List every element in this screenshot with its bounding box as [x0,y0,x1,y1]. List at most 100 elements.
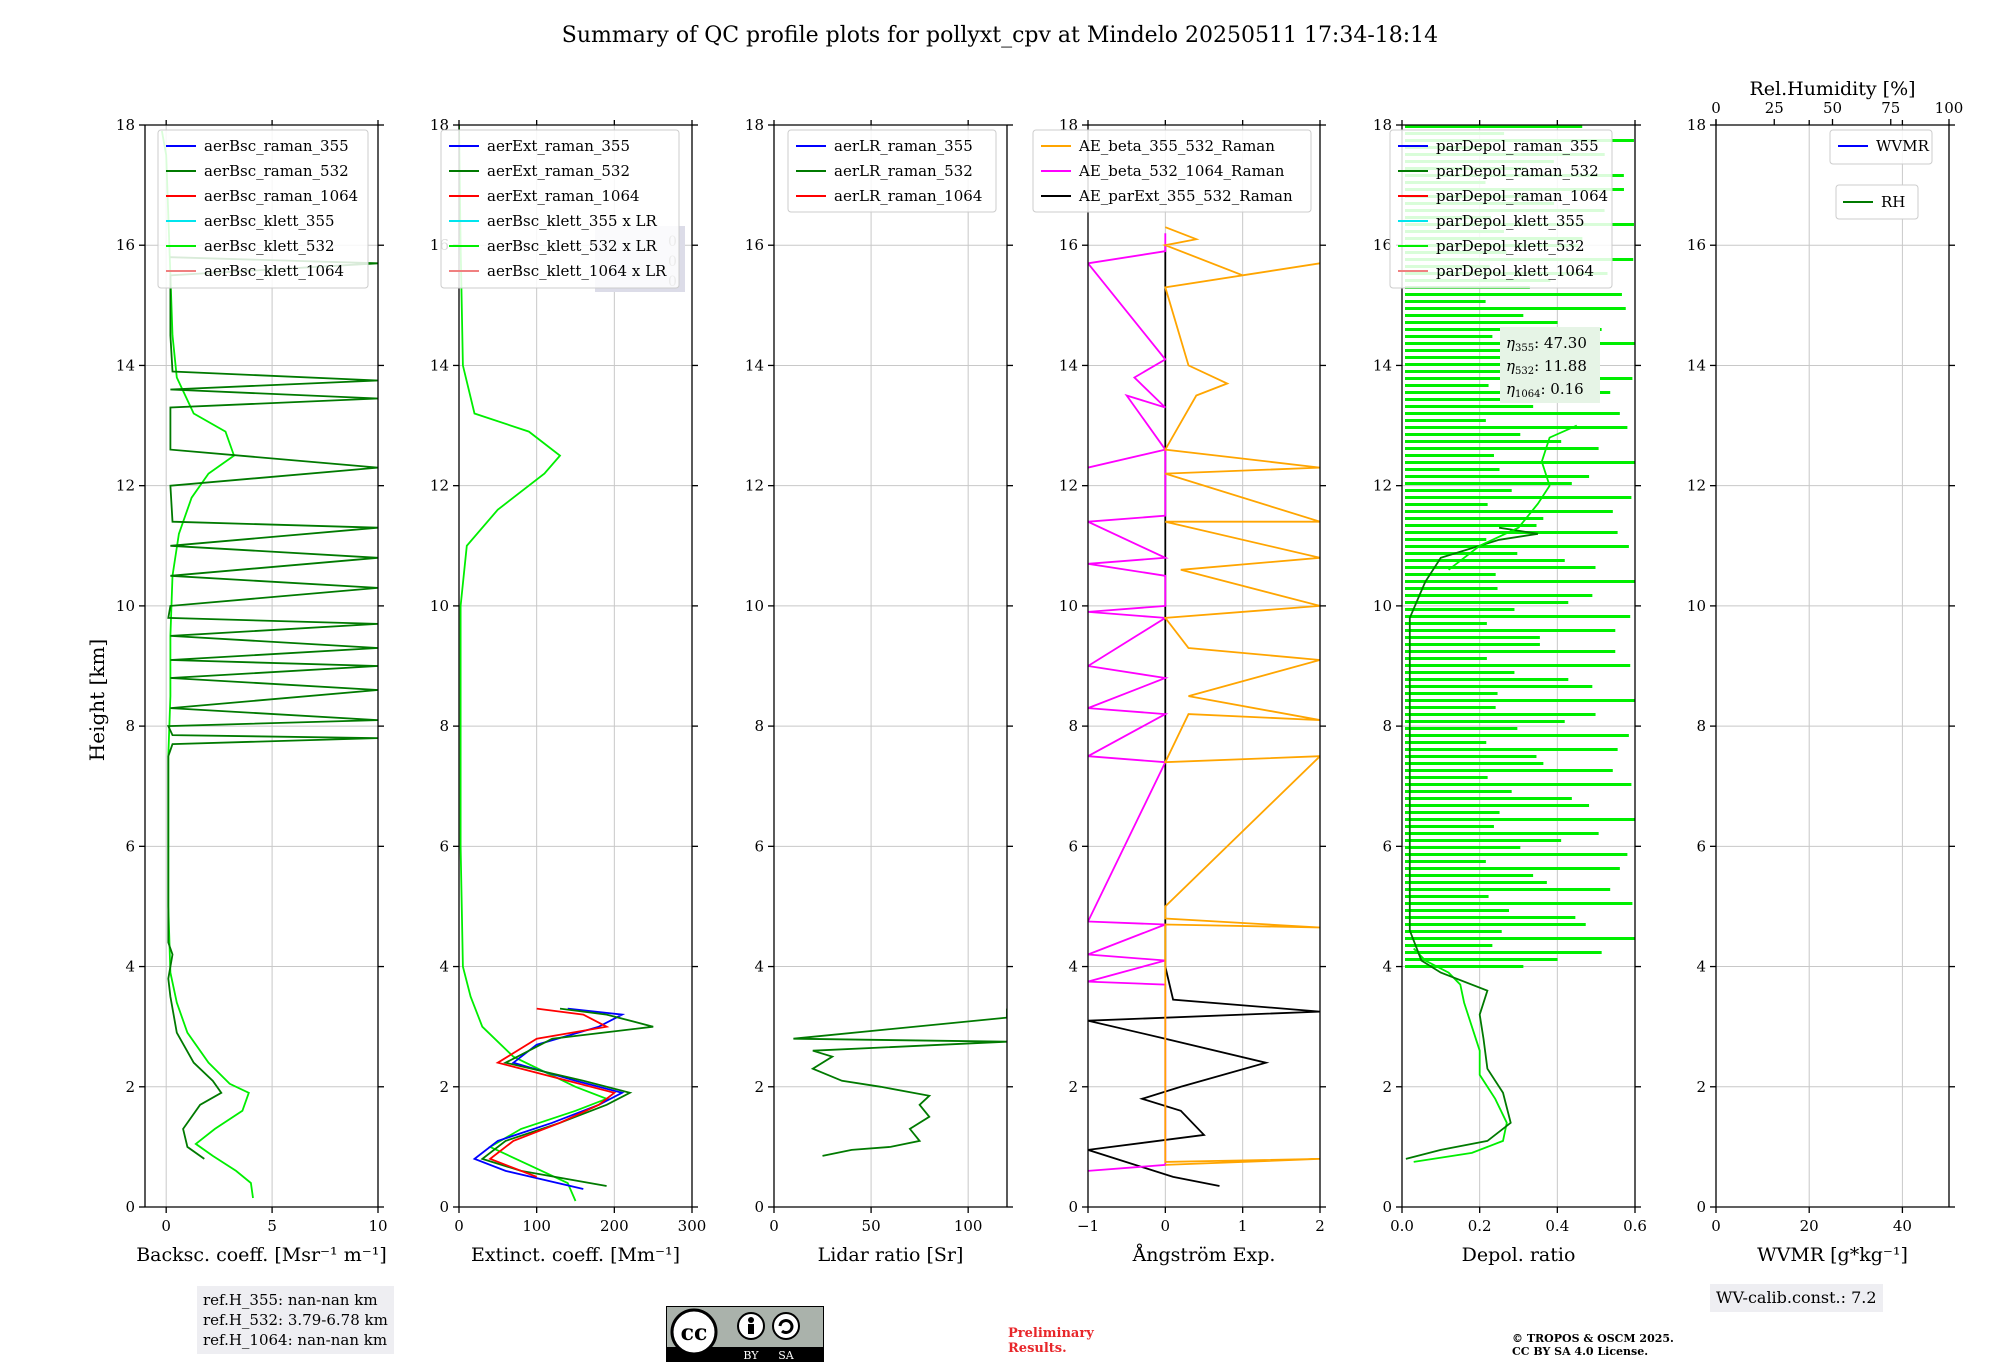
eta-symbol: η [1506,380,1515,398]
y-tick-label: 12 [430,477,449,495]
y-tick-label: 8 [439,717,449,735]
y-tick-label: 14 [430,356,449,374]
top-x-tick-label: 0 [1711,99,1721,117]
legend-label: aerBsc_klett_355 [204,212,335,230]
x-tick-label: 0.2 [1468,1217,1492,1235]
legend-label: AE_beta_355_532_Raman [1078,137,1275,155]
legend-label: aerExt_raman_532 [487,162,630,180]
legend-label: aerBsc_klett_1064 [204,262,344,280]
cc-by-sa-badge: cc BY SA [666,1306,824,1362]
x-tick-label: 0 [161,1217,171,1235]
legend-label: aerLR_raman_1064 [834,187,982,205]
copyright-line-2: CC BY SA 4.0 License. [1512,1345,1649,1358]
eta-symbol: η [1506,334,1515,352]
top-x-tick-label: 25 [1765,99,1784,117]
cc-sa-label: SA [778,1349,795,1362]
y-tick-label: 10 [1373,597,1392,615]
y-tick-label: 8 [754,717,764,735]
series-aerBsc_klett_532 [161,130,254,1199]
copyright-line-1: © TROPOS & OSCM 2025. [1512,1332,1674,1345]
preliminary-note: Preliminary Results. [1008,1326,1094,1356]
legend-label: parDepol_raman_355 [1436,137,1599,155]
y-tick-label: 16 [116,236,135,254]
y-tick-label: 16 [1059,236,1078,254]
top-axis-label: Rel.Humidity [%] [1749,78,1915,100]
y-tick-label: 14 [1373,356,1392,374]
x-tick-label: 0.0 [1390,1217,1414,1235]
series-parDepol_klett_532_upper [1448,424,1578,571]
preliminary-line-2: Results. [1008,1341,1067,1356]
y-tick-label: 12 [116,477,135,495]
y-tick-label: 10 [1059,597,1078,615]
eta-value: : 11.88 [1534,357,1587,375]
eta-532: η532: 11.88 [1506,357,1587,377]
x-tick-label: 300 [678,1217,707,1235]
x-tick-label: −1 [1077,1217,1099,1235]
y-tick-label: 0 [1382,1198,1392,1216]
y-tick-label: 2 [125,1078,135,1096]
wv-calib-box: WV-calib.const.: 7.2 [1710,1284,1883,1312]
legend-label: aerBsc_klett_532 x LR [487,237,658,255]
x-axis-label: Extinct. coeff. [Mm⁻¹] [471,1244,680,1266]
series-aerBsc_raman_532 [166,256,378,1160]
preliminary-line-1: Preliminary [1008,1326,1094,1341]
y-tick-label: 6 [1696,837,1706,855]
y-tick-label: 12 [745,477,764,495]
by-person-body [748,1324,754,1334]
x-tick-label: 10 [368,1217,387,1235]
ref-height-355: ref.H_355: nan-nan km [203,1291,378,1309]
y-tick-label: 12 [1373,477,1392,495]
x-tick-label: 2 [1315,1217,1325,1235]
x-axis-label: Depol. ratio [1462,1244,1576,1266]
legend-label: parDepol_klett_355 [1436,212,1585,230]
eta-subscript: 1064 [1515,389,1540,400]
y-tick-label: 4 [125,958,135,976]
top-x-tick-label: 100 [1935,99,1964,117]
y-tick-label: 6 [754,837,764,855]
legend-box [440,129,680,289]
legend-label: aerLR_raman_355 [834,137,973,155]
legend-box [157,129,369,289]
y-axis-label: Height [km] [85,639,109,761]
y-tick-label: 0 [754,1198,764,1216]
y-tick-label: 6 [1068,837,1078,855]
top-x-tick-label: 75 [1881,99,1900,117]
legend-label: AE_parExt_355_532_Raman [1078,187,1293,205]
series-AE_parExt_355_532_Raman [1088,245,1320,1187]
y-tick-label: 2 [439,1078,449,1096]
y-tick-label: 14 [1059,356,1078,374]
legend-label: parDepol_klett_1064 [1436,262,1594,280]
panel-backscatter: 0 2 4 6 8 10 12 14 16 18 0 5 10 Backsc. coeff. [Msr⁻¹… [116,116,388,1266]
y-tick-label: 10 [745,597,764,615]
legend-box [1389,129,1613,289]
y-tick-label: 14 [1687,356,1706,374]
eta-value: : 47.30 [1534,334,1587,352]
panel-depol: 0 2 4 6 8 10 12 14 16 18 0.0 0.2 0.4 0.6 Depol. ratio η… [1373,116,1647,1266]
legend-label: aerBsc_raman_532 [204,162,349,180]
cc-by-label: BY [743,1349,759,1362]
x-tick-label: 50 [862,1217,881,1235]
legend-label: WVMR [1876,137,1930,155]
y-tick-label: 0 [1696,1198,1706,1216]
series-aerExt_raman_1064 [488,1007,617,1178]
series-aerExt_raman_355 [472,1007,626,1190]
x-tick-label: 100 [522,1217,551,1235]
y-tick-label: 16 [1687,236,1706,254]
legend-label: aerBsc_raman_355 [204,137,349,155]
legend-label: AE_beta_532_1064_Raman [1078,162,1285,180]
legend-label: parDepol_raman_532 [1436,162,1599,180]
cc-circle-icon [670,1308,718,1356]
ref-height-532: ref.H_532: 3.79-6.78 km [203,1311,388,1329]
y-tick-label: 0 [125,1198,135,1216]
y-tick-label: 4 [439,958,449,976]
x-tick-label: 200 [600,1217,629,1235]
eta-355: η355: 47.30 [1506,334,1587,354]
legend-box [1829,129,1933,165]
x-tick-label: 0 [769,1217,779,1235]
series-aerLR_raman_532 [793,1008,1007,1157]
y-tick-label: 2 [1382,1078,1392,1096]
x-tick-label: 0 [1161,1217,1171,1235]
x-axis-label: Backsc. coeff. [Msr⁻¹ m⁻¹] [136,1244,387,1266]
x-tick-label: 100 [954,1217,983,1235]
